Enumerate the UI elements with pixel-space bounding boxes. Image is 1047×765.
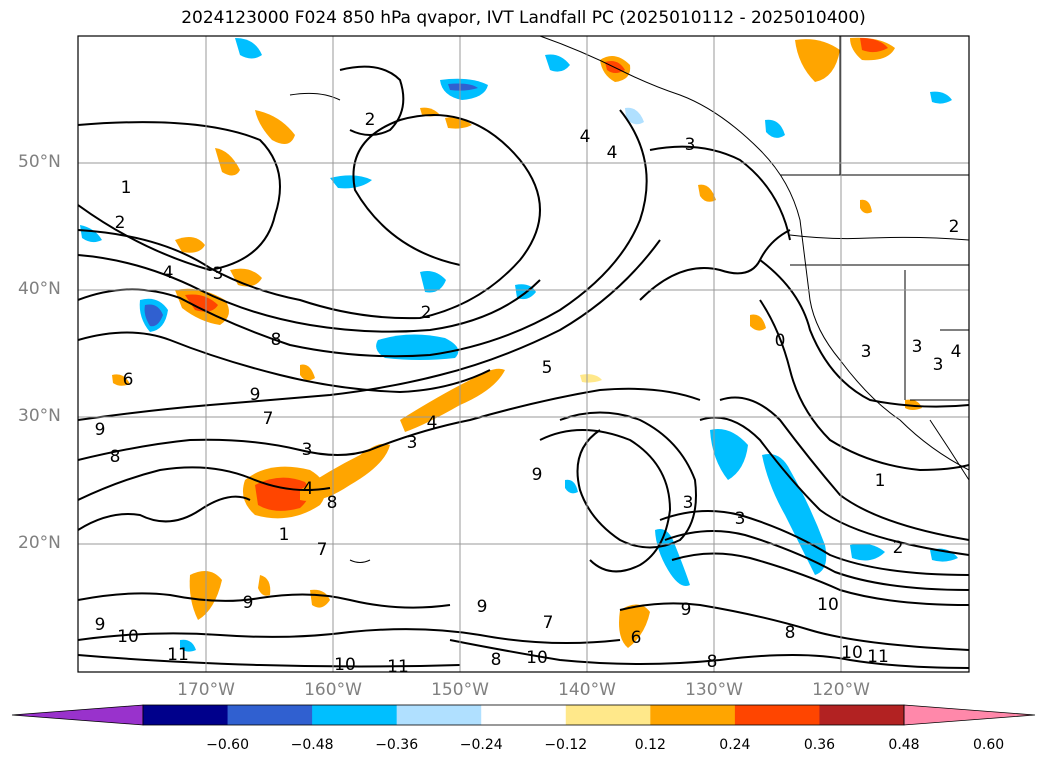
contour-label: 0 [775,331,786,351]
contour-label: 4 [427,413,438,433]
contour-label: 4 [580,127,591,147]
contour-label: 10 [334,655,356,675]
contour-label: 2 [115,213,126,233]
colorbar-tick-label: −0.36 [375,737,419,753]
colorbar-segment [481,705,567,725]
contour-label: 3 [933,355,944,375]
contour-label: 9 [250,385,261,405]
contour-label: 8 [110,447,121,467]
contour-label: 9 [95,615,106,635]
colorbar-tick-label: −0.12 [544,737,588,753]
contour-label: 4 [303,479,314,499]
map-frame [77,35,970,673]
map-title: 2024123000 F024 850 hPa qvapor, IVT Land… [181,8,866,28]
contour-label: 3 [861,342,872,362]
contour-label: 9 [243,593,254,613]
colorbar-segment [734,705,820,725]
contour-label: 4 [163,263,174,283]
contour-label: 4 [951,342,962,362]
contour-label: 9 [532,465,543,485]
lon-label-120w: 120°W [812,680,870,700]
colorbar-tick-label: 0.12 [634,737,666,753]
contour-label: 7 [543,613,554,633]
contour-label: 1 [121,178,132,198]
contour-label: 3 [683,493,694,513]
colorbar-extend-low [11,704,144,726]
contour-label: 3 [685,135,696,155]
contour-label: 8 [327,493,338,513]
contour-label: 10 [117,627,139,647]
contour-label: 6 [631,628,642,648]
contour-label: 11 [167,645,189,665]
lon-label-140w: 140°W [558,680,616,700]
contour-label: 1 [875,471,886,491]
contour-label: 3 [407,433,418,453]
contour-label: 4 [607,143,618,163]
colorbar-segment [312,705,398,725]
contour-label: 3 [213,264,224,284]
contour-label: 5 [542,358,553,378]
contour-label: 8 [271,330,282,350]
colorbar-segment [819,705,905,725]
lon-label-130w: 130°W [685,680,743,700]
colorbar-segment [650,705,736,725]
colorbar-tick-label: −0.60 [206,737,249,753]
ivt-contours [78,65,969,669]
contour-label: 7 [263,409,274,429]
contour-label: 8 [785,623,796,643]
colorbar-frame [142,704,905,726]
contour-label: 10 [841,643,863,663]
graticule [78,36,969,672]
contour-label: 1 [279,525,290,545]
contour-label: 2 [949,217,960,237]
lon-label-170w: 170°W [177,680,235,700]
colorbar-segment [143,705,229,725]
colorbar [11,704,1036,726]
lat-label-20n: 20°N [18,533,61,553]
colorbar-segment [565,705,651,725]
contour-label: 3 [912,337,923,357]
colorbar-tick-label: 0.48 [888,737,920,753]
lat-label-50n: 50°N [18,152,61,172]
colorbar-extend-high [903,704,1036,726]
contour-label: 9 [681,600,692,620]
contour-label: 9 [477,597,488,617]
contour-label: 2 [365,110,376,130]
contour-label: 3 [302,440,313,460]
contour-label: 7 [317,540,328,560]
contour-label: 8 [707,652,718,672]
contour-label: 11 [387,657,409,677]
lon-label-160w: 160°W [304,680,362,700]
lon-label-150w: 150°W [431,680,489,700]
colorbar-segment [396,705,482,725]
coastlines [289,36,969,563]
contour-label: 2 [893,538,904,558]
contour-label: 11 [867,647,889,667]
contour-label: 6 [123,370,134,390]
contour-label: 10 [526,648,548,668]
contour-label: 8 [491,650,502,670]
contour-label: 2 [421,303,432,323]
colorbar-tick-label: −0.48 [290,737,334,753]
colorbar-tick-label: 0.36 [803,737,836,753]
colorbar-tick-label: −0.24 [459,737,503,753]
contour-label: 3 [735,509,746,529]
contour-label: 10 [817,595,839,615]
lat-label-40n: 40°N [18,279,61,299]
lat-label-30n: 30°N [18,406,61,426]
contour-label: 9 [95,420,106,440]
colorbar-segment [227,705,313,725]
colorbar-tick-label: 0.24 [719,737,751,753]
colorbar-tick-label: 0.60 [972,737,1005,753]
